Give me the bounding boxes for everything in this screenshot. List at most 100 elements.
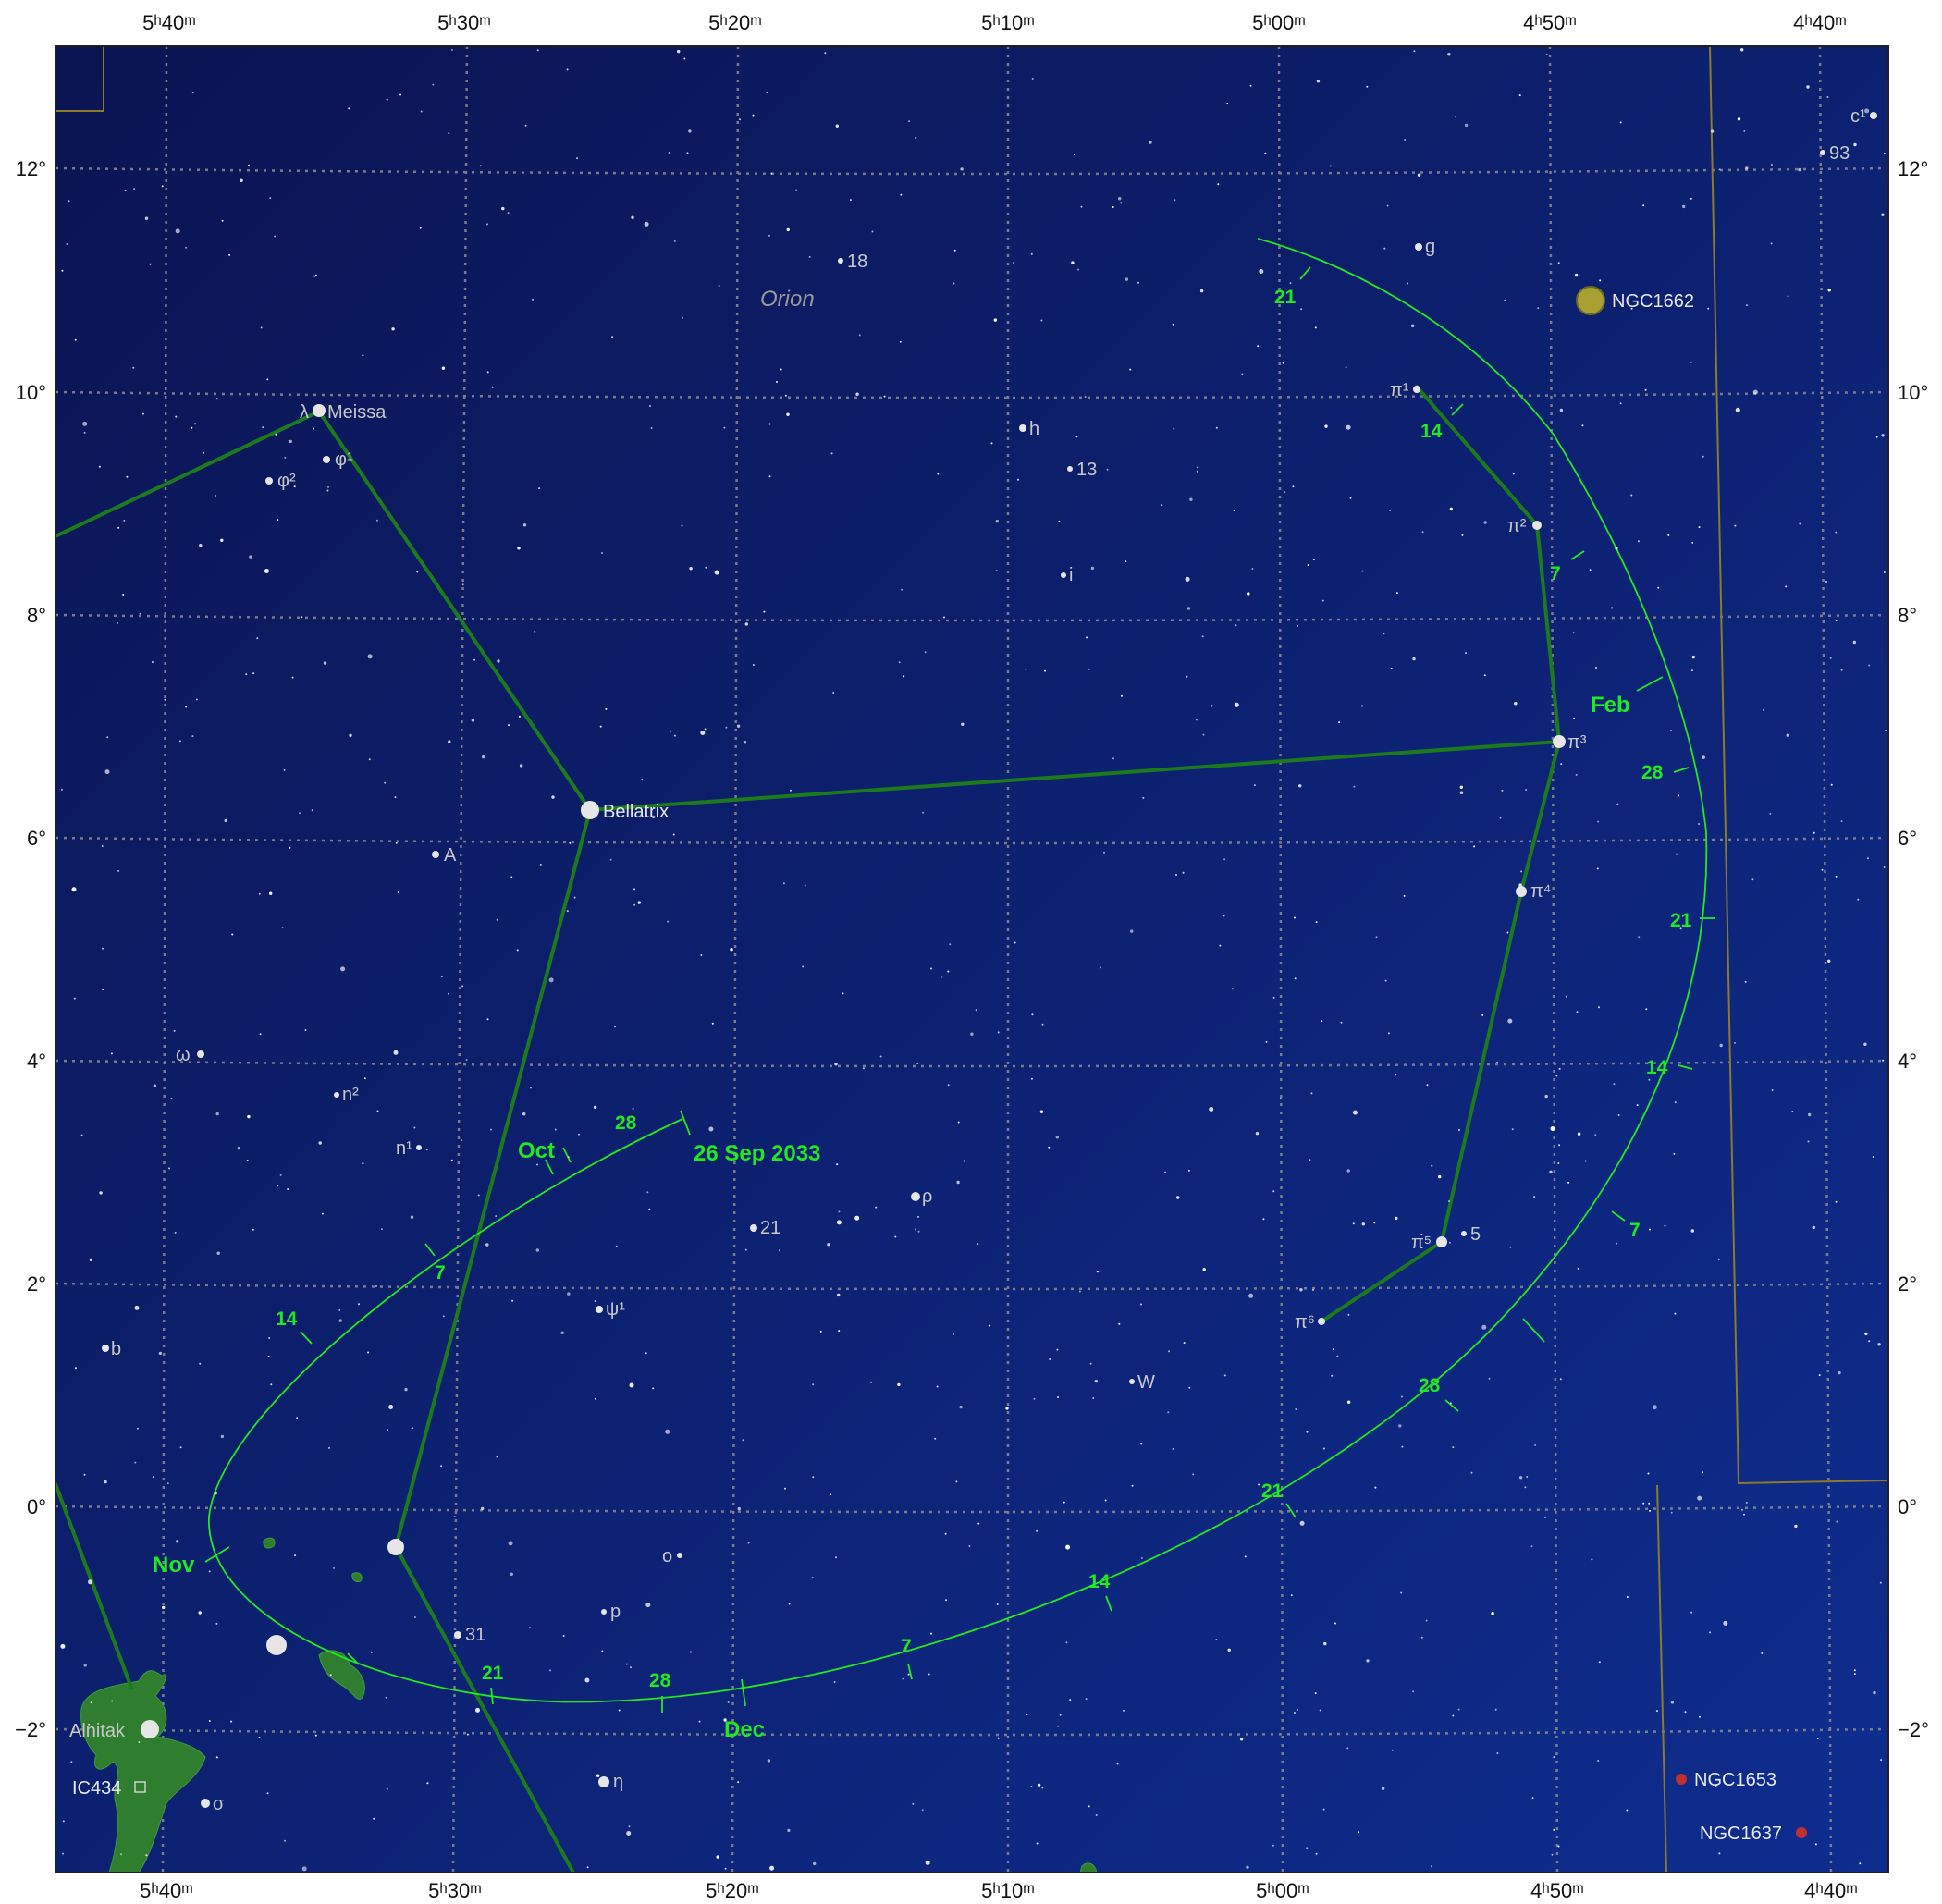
field-star <box>1537 307 1540 310</box>
star-meissa[interactable] <box>313 404 326 417</box>
star-pi4[interactable] <box>1516 886 1527 897</box>
field-star <box>1259 269 1264 274</box>
star-pi2[interactable] <box>1532 521 1542 530</box>
star-w[interactable] <box>1129 1379 1135 1384</box>
field-star <box>1041 1023 1044 1026</box>
star-21[interactable] <box>750 1224 757 1232</box>
star-mintaka[interactable] <box>387 1539 404 1555</box>
ngc1653-galaxy-icon[interactable] <box>1676 1774 1687 1785</box>
star-5[interactable] <box>1461 1231 1467 1236</box>
star-g[interactable] <box>1415 243 1422 251</box>
star-18[interactable] <box>838 258 843 264</box>
field-star <box>1420 1636 1423 1639</box>
star-pi3[interactable] <box>1553 735 1566 748</box>
field-star <box>686 152 689 154</box>
field-star <box>1284 491 1286 494</box>
field-star <box>718 285 720 287</box>
track-tick <box>1673 767 1690 773</box>
field-star <box>1182 871 1185 874</box>
field-star <box>766 91 768 93</box>
field-star <box>922 811 925 814</box>
field-star <box>784 394 787 397</box>
field-star <box>1458 1129 1460 1131</box>
field-star <box>275 433 277 436</box>
field-star <box>397 891 399 893</box>
nebula-patch <box>1079 1862 1098 1873</box>
star-phi2[interactable] <box>265 477 273 485</box>
star-rho[interactable] <box>911 1192 920 1201</box>
field-star <box>158 1351 163 1356</box>
star-31[interactable] <box>454 1631 461 1639</box>
ngc1637-galaxy-icon[interactable] <box>1796 1827 1807 1838</box>
field-star <box>264 569 269 573</box>
field-star <box>368 758 371 761</box>
field-star <box>601 552 603 554</box>
star-h[interactable] <box>1019 424 1026 432</box>
ic434-marker-icon[interactable] <box>134 1781 146 1793</box>
field-star <box>1202 733 1205 736</box>
ngc1662-cluster-icon[interactable] <box>1576 286 1605 315</box>
field-star <box>724 1867 727 1870</box>
field-star <box>1835 620 1838 621</box>
star-sigma[interactable] <box>201 1799 210 1808</box>
field-star <box>952 1333 954 1335</box>
star-b[interactable] <box>102 1345 109 1352</box>
field-star <box>645 1352 647 1355</box>
star-13[interactable] <box>1067 466 1073 472</box>
field-star <box>1140 1303 1142 1306</box>
field-star <box>959 1405 963 1409</box>
field-star <box>420 110 423 113</box>
star-phi1[interactable] <box>323 456 330 463</box>
star-alnitak[interactable] <box>141 1720 159 1738</box>
field-star <box>162 1605 166 1610</box>
field-star <box>996 1603 999 1605</box>
star-n1[interactable] <box>416 1145 422 1150</box>
star-eta[interactable] <box>598 1776 609 1787</box>
field-star <box>1219 944 1222 947</box>
field-star <box>1090 566 1095 571</box>
field-star <box>375 519 378 522</box>
field-star <box>1814 1843 1817 1846</box>
field-star <box>1813 831 1815 834</box>
star-pi1[interactable] <box>1413 386 1420 393</box>
star-o[interactable] <box>677 1553 682 1558</box>
field-star <box>673 734 676 737</box>
star-i[interactable] <box>1061 572 1066 578</box>
field-star <box>1233 510 1235 511</box>
star-p[interactable] <box>601 1609 607 1615</box>
field-star <box>1591 1558 1593 1561</box>
field-star <box>1201 635 1204 638</box>
field-star <box>1075 436 1078 438</box>
nebula-patch <box>351 1572 363 1582</box>
field-star <box>256 637 259 640</box>
nebula-regions <box>80 1537 1098 1873</box>
star-pi5[interactable] <box>1436 1236 1447 1247</box>
field-star <box>1877 1343 1881 1346</box>
star-psi1[interactable] <box>596 1306 603 1313</box>
label-alnitak: Alnitak <box>69 1721 126 1741</box>
star-omega[interactable] <box>197 1050 204 1058</box>
field-star <box>1572 632 1575 634</box>
field-star <box>101 845 104 847</box>
field-star <box>1400 1395 1403 1398</box>
field-star <box>1346 1747 1349 1750</box>
field-star <box>739 118 741 121</box>
star-a[interactable] <box>432 851 439 858</box>
star-alnilam[interactable] <box>266 1635 287 1655</box>
star-c1[interactable] <box>1870 112 1877 119</box>
field-star <box>185 246 188 249</box>
field-star <box>1129 368 1132 371</box>
star-pi6[interactable] <box>1318 1318 1325 1325</box>
field-star <box>267 1355 270 1357</box>
field-star <box>1642 1502 1645 1505</box>
star-93[interactable] <box>1820 150 1825 155</box>
star-n2[interactable] <box>334 1092 339 1098</box>
field-star <box>496 1456 498 1458</box>
field-star <box>1626 1596 1629 1598</box>
field-star <box>1791 1111 1794 1113</box>
star-bellatrix[interactable] <box>581 801 599 819</box>
field-star <box>1649 1228 1651 1231</box>
field-star <box>1630 307 1633 310</box>
field-star <box>279 1173 282 1176</box>
field-star <box>1202 1268 1206 1271</box>
